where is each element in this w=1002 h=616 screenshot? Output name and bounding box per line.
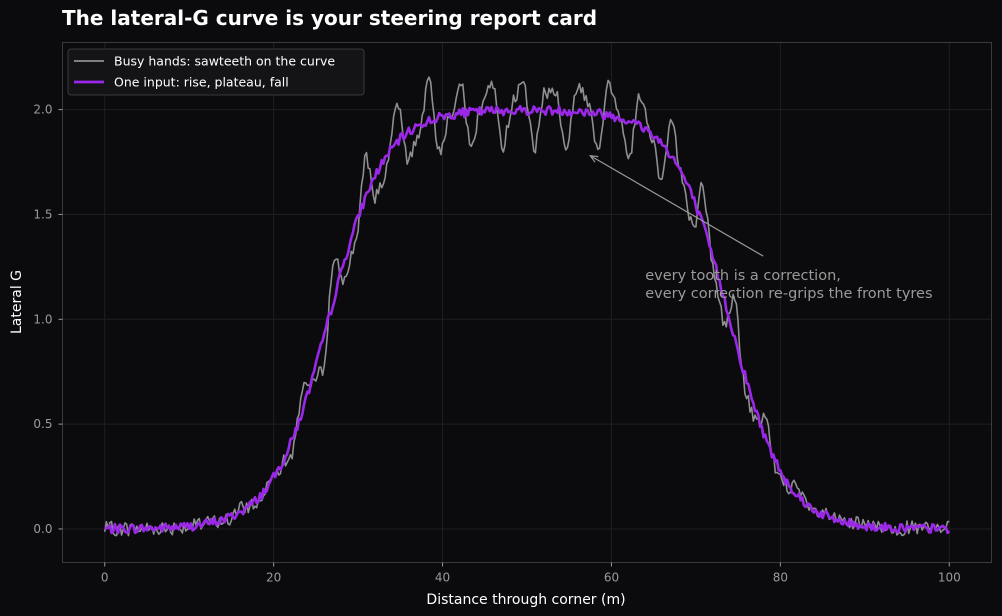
series-layer — [103, 76, 951, 537]
plot-frame — [62, 42, 992, 563]
legend: Busy hands: sawteeth on the curve One in… — [67, 48, 365, 96]
y-tick-label: 1.5 — [33, 207, 52, 221]
series-line-busy-hands — [103, 76, 950, 537]
x-tick-label: 80 — [773, 571, 788, 585]
x-tick-label: 20 — [266, 571, 281, 585]
x-tick-label: 100 — [938, 571, 961, 585]
x-tick-label: 60 — [604, 571, 619, 585]
y-tick-label: 0.0 — [33, 522, 52, 536]
y-tick-label: 0.5 — [33, 417, 52, 431]
annotation-arrowhead — [589, 154, 599, 163]
annotation-text-line-2: every correction re-grips the front tyre… — [645, 286, 932, 302]
chart-title: The lateral-G curve is your steering rep… — [62, 6, 598, 30]
annotation: every tooth is a correction, every corre… — [589, 154, 933, 302]
x-tick-label: 0 — [101, 571, 109, 585]
legend-label-one-input: One input: rise, plateau, fall — [114, 75, 289, 90]
legend-box — [67, 48, 365, 96]
x-tick-label: 40 — [435, 571, 450, 585]
y-axis-label: Lateral G — [9, 270, 25, 334]
annotation-arrow — [590, 155, 764, 257]
y-tick-label: 1.0 — [33, 312, 52, 326]
ticks-layer: 0 20 40 60 80 100 0.0 0.5 1.0 1.5 2.0 — [33, 103, 960, 585]
annotation-text-line-1: every tooth is a correction, — [645, 268, 841, 284]
series-line-one-input — [104, 105, 951, 535]
grid — [62, 42, 992, 563]
legend-label-busy-hands: Busy hands: sawteeth on the curve — [114, 54, 335, 69]
y-tick-label: 2.0 — [33, 103, 52, 117]
x-axis-label: Distance through corner (m) — [426, 592, 625, 608]
